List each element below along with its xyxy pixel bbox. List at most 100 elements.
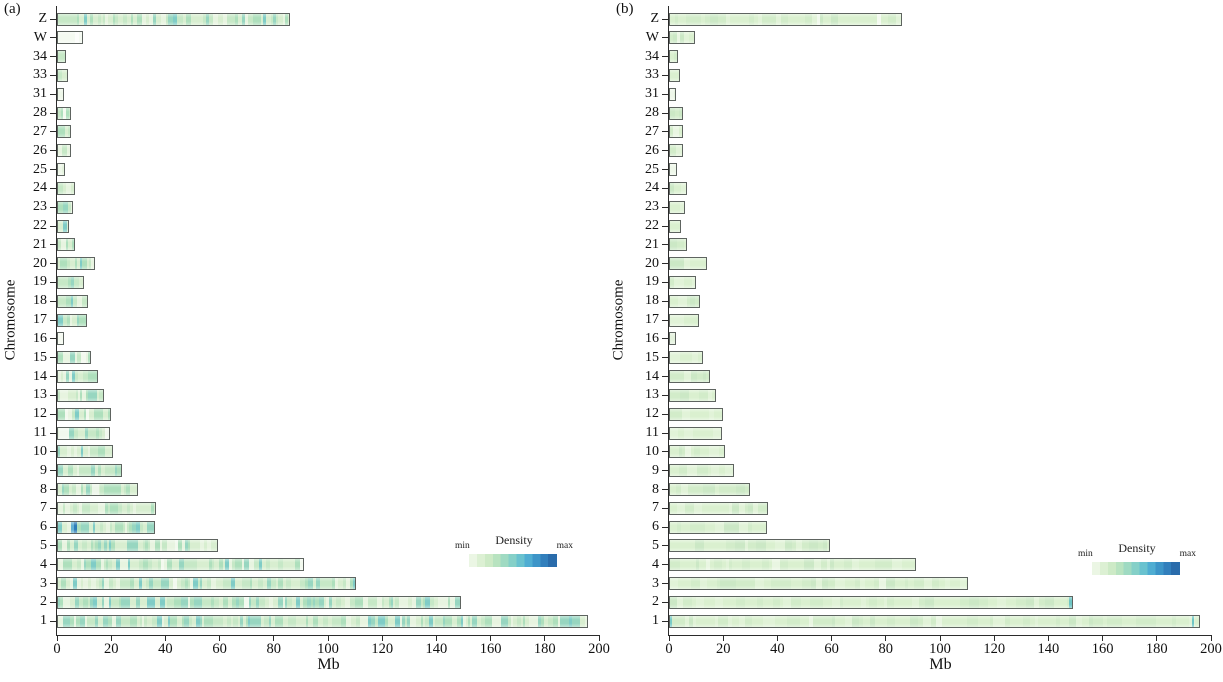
y-axis-tick [662, 357, 668, 359]
bar-shading-overlay [58, 559, 303, 571]
y-axis-tick [50, 300, 56, 302]
density-highlight-chr-2 [1068, 596, 1072, 608]
y-axis-tick [662, 319, 668, 321]
y-axis-tick [662, 620, 668, 622]
bar-chr-2 [57, 595, 461, 609]
bar-chr-22 [57, 219, 69, 233]
bar-shading-overlay [58, 408, 110, 420]
bar-chr-20 [669, 257, 707, 271]
chromosome-label: 25 [33, 161, 47, 177]
bar-shading-overlay [58, 276, 83, 288]
chromosome-label: 34 [645, 48, 659, 64]
bar-shading-overlay [670, 201, 684, 213]
x-axis-tick [668, 635, 670, 641]
bar-shading-overlay [58, 107, 70, 119]
y-axis-tick [50, 564, 56, 566]
bar-chr-28 [57, 106, 71, 120]
y-axis-tick [662, 432, 668, 434]
bar-shading-overlay [58, 182, 74, 194]
y-axis-tick [662, 263, 668, 265]
x-axis-tick [1047, 635, 1049, 641]
bar-shading-overlay [58, 295, 87, 307]
bar-chr-27 [669, 125, 683, 139]
bar-chr-11 [57, 426, 110, 440]
bar-shading-overlay [670, 465, 733, 477]
bar-chr-9 [669, 464, 734, 478]
chromosome-label: 28 [33, 105, 47, 121]
bar-chr-6 [669, 520, 767, 534]
bar-chr-9 [57, 464, 122, 478]
bar-shading-overlay [58, 446, 112, 458]
chromosome-label: 27 [645, 123, 659, 139]
x-axis-tick-label: 40 [158, 641, 173, 657]
bar-chr-1 [669, 614, 1200, 628]
y-axis-tick [50, 225, 56, 227]
bar-chr-7 [669, 501, 768, 515]
x-axis-title: Mb [317, 656, 340, 673]
y-axis-tick [662, 376, 668, 378]
chromosome-label: 4 [652, 556, 659, 572]
bar-shading-overlay [670, 88, 675, 100]
bar-shading-overlay [58, 88, 63, 100]
x-axis-tick-label: 180 [1145, 641, 1168, 657]
bar-chr-3 [669, 577, 968, 591]
chromosome-label: 25 [645, 161, 659, 177]
legend-title: Density [1118, 541, 1156, 555]
x-axis-tick-label: 0 [53, 641, 61, 657]
x-axis-tick [56, 635, 58, 641]
bar-chr-23 [57, 200, 73, 214]
bar-chr-31 [57, 87, 64, 101]
y-axis-tick [662, 281, 668, 283]
bar-shading-overlay [58, 502, 155, 514]
bar-shading-overlay [58, 145, 70, 157]
chromosome-label: 33 [33, 67, 47, 83]
chromosome-label: 11 [33, 425, 47, 441]
x-axis-tick-label: 0 [665, 641, 673, 657]
chromosome-label: 24 [645, 180, 659, 196]
y-axis-tick [50, 394, 56, 396]
chromosome-label: 19 [645, 274, 659, 290]
bar-chr-12 [669, 407, 723, 421]
chromosome-label: 19 [33, 274, 47, 290]
x-axis-tick-label: 40 [770, 641, 785, 657]
chromosome-label: 5 [40, 537, 47, 553]
bar-chr-33 [57, 68, 68, 82]
bar-chr-19 [57, 275, 84, 289]
chromosome-label: 23 [645, 199, 659, 215]
bar-shading-overlay [670, 276, 695, 288]
y-axis-tick [50, 489, 56, 490]
y-axis-line [56, 6, 57, 635]
chromosome-label: 20 [33, 255, 47, 271]
y-axis-tick [50, 432, 56, 434]
y-axis-tick [50, 112, 56, 114]
density-highlight-chr-Z [877, 13, 881, 25]
chromosome-label: 16 [645, 330, 659, 346]
y-axis-tick [50, 56, 56, 58]
x-axis-line [668, 634, 1212, 636]
x-axis-tick [164, 635, 166, 641]
bar-shading-overlay [670, 51, 677, 63]
chromosome-label: 4 [40, 556, 47, 572]
y-axis-tick [662, 489, 668, 490]
x-axis-tick-label: 20 [103, 641, 119, 657]
y-axis-tick [662, 545, 668, 547]
bar-shading-overlay [670, 446, 724, 458]
chromosome-label: 18 [33, 293, 47, 309]
bar-chr-7 [57, 501, 156, 515]
bar-shading-overlay [670, 239, 686, 251]
chromosome-label: W [33, 29, 47, 45]
x-axis-tick-label: 200 [1200, 641, 1222, 657]
bar-chr-26 [669, 144, 683, 158]
bar-chr-20 [57, 257, 95, 271]
y-axis-tick [662, 131, 668, 133]
bar-chr-34 [57, 50, 66, 64]
chromosome-label: Z [650, 11, 659, 26]
bar-shading-overlay [58, 333, 63, 345]
y-axis-tick [50, 507, 56, 509]
y-axis-tick [662, 583, 668, 585]
x-axis-tick-label: 20 [715, 641, 731, 657]
legend-title: Density [495, 533, 533, 547]
chromosome-label: 13 [33, 387, 47, 403]
y-axis-tick [50, 263, 56, 265]
